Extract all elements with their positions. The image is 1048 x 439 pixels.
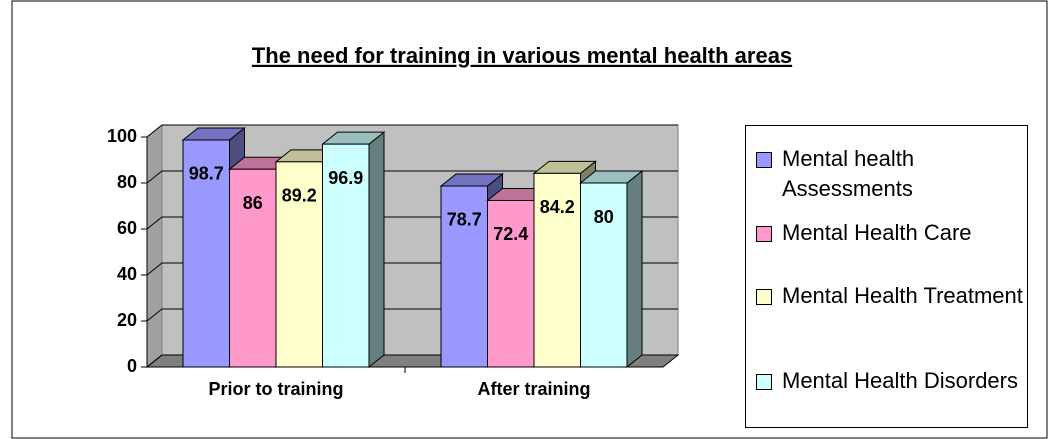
y-tick-label: 60 [117, 218, 137, 238]
bar-front [440, 185, 488, 368]
data-label: 96.9 [328, 168, 363, 188]
grid-line [146, 170, 678, 184]
legend-item: Mental Health Disorders [756, 366, 1026, 396]
x-tick-label: After training [477, 379, 590, 399]
legend-item: Mental Health Care [756, 218, 1026, 248]
bar [579, 169, 644, 369]
side-wall [146, 123, 163, 369]
bar-front [182, 139, 230, 368]
legend-item: Mental health Assessments [756, 144, 1026, 204]
bar [321, 131, 386, 369]
legend-label: Mental Health Care [782, 220, 972, 245]
legend-swatch [756, 152, 772, 168]
data-label: 89.2 [282, 186, 317, 206]
y-tick-label: 20 [117, 310, 137, 330]
data-label: 98.7 [189, 164, 224, 184]
data-label: 80 [594, 207, 614, 227]
bar-front [275, 161, 323, 368]
data-label: 84.2 [540, 197, 575, 217]
y-tick-label: 80 [117, 172, 137, 192]
legend-label: Mental Health Disorders [782, 368, 1018, 393]
legend-item: Mental Health Treatment [756, 281, 1026, 311]
y-tick-label: 0 [127, 356, 137, 376]
legend-swatch [756, 226, 772, 242]
legend-label: Mental Health Treatment [782, 283, 1023, 308]
y-tick-label: 100 [107, 126, 137, 146]
bar-front [322, 143, 370, 368]
grid-line [146, 124, 678, 138]
bar-side [626, 169, 643, 369]
legend-swatch [756, 289, 772, 305]
legend-swatch [756, 374, 772, 390]
legend-label: Mental health Assessments [782, 146, 915, 201]
data-label: 86 [243, 193, 263, 213]
data-label: 78.7 [447, 210, 482, 230]
bar-side [368, 131, 385, 369]
x-tick-label: Prior to training [209, 379, 344, 399]
legend: Mental health Assessments Mental Health C… [745, 125, 1028, 428]
bar-front [487, 199, 535, 368]
y-tick-label: 40 [117, 264, 137, 284]
data-label: 72.4 [493, 224, 528, 244]
bar-front [580, 182, 628, 368]
bar-front [229, 168, 277, 368]
chart-title: The need for training in various mental … [252, 43, 792, 68]
